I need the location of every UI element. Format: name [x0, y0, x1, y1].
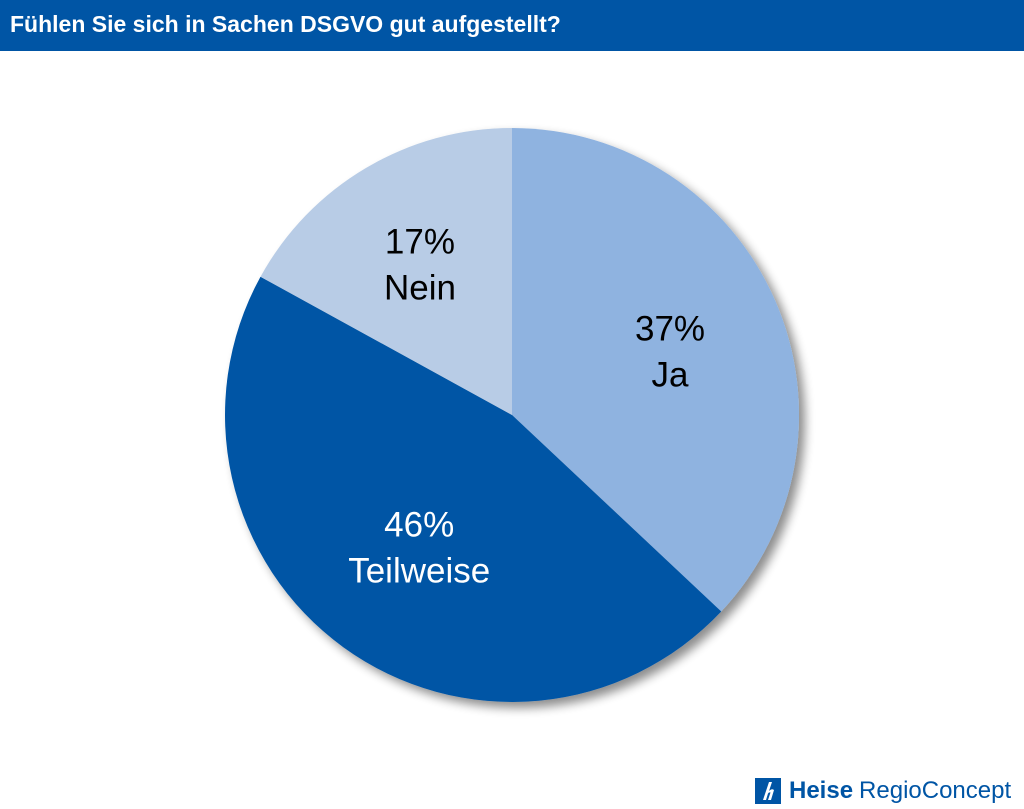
brand-name-regular: RegioConcept: [859, 777, 1012, 804]
pie-slice-nein: [260, 128, 512, 415]
pie-labels: 37% Ja 46% Teilweise 17% Nein: [348, 222, 705, 590]
slice-value-label: 17%: [385, 222, 455, 261]
heise-logo-icon: [755, 778, 781, 804]
slice-category-label: Nein: [384, 268, 456, 307]
brand-logo: Heise RegioConcept: [755, 776, 1011, 806]
title-bar: Fühlen Sie sich in Sachen DSGVO gut aufg…: [0, 0, 1024, 51]
slice-category-label: Ja: [652, 356, 690, 395]
pie-slice-ja: [512, 128, 799, 612]
slice-category-label: Teilweise: [348, 552, 490, 591]
slice-value-label: 37%: [635, 310, 705, 349]
pie-slices: [225, 128, 799, 702]
pie-slice-teilweise: [225, 276, 722, 702]
brand-name-bold: Heise: [789, 777, 854, 804]
chart-title: Fühlen Sie sich in Sachen DSGVO gut aufg…: [10, 11, 561, 37]
slice-value-label: 46%: [384, 506, 454, 545]
